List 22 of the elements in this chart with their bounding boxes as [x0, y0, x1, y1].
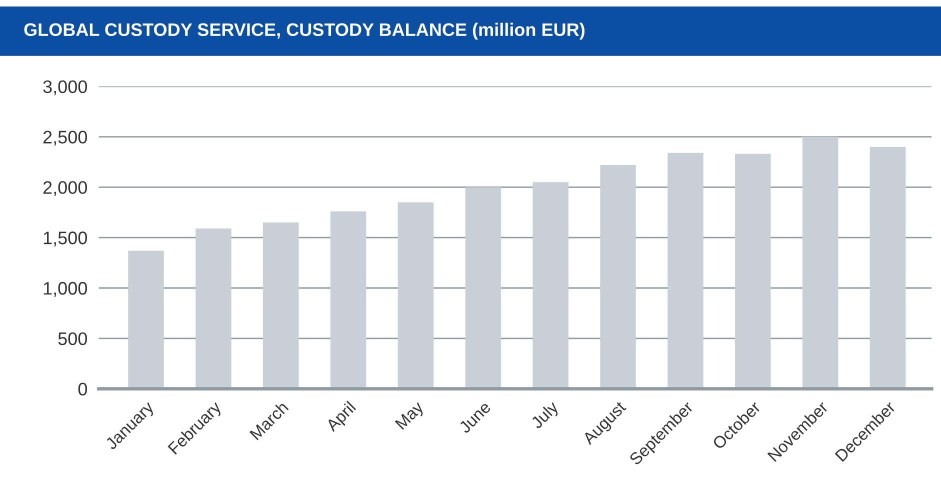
bar [398, 202, 434, 389]
bar [128, 250, 164, 389]
y-tick-label: 1,000 [44, 282, 87, 297]
y-tick-label: 2,000 [43, 181, 87, 196]
x-tick-label: May [394, 400, 427, 432]
y-tick-label: 1,500 [44, 232, 87, 246]
bar [802, 136, 838, 389]
chart-title: GLOBAL CUSTODY SERVICE, CUSTODY BALANCE (million EUR) [24, 22, 584, 40]
bar [532, 182, 568, 389]
bar [196, 228, 232, 389]
bar [263, 222, 299, 389]
y-tick-label: 500 [58, 332, 87, 346]
bar [668, 152, 704, 389]
bar [600, 165, 636, 389]
bar [330, 211, 366, 389]
y-tick-label: 0 [78, 382, 87, 396]
y-tick-label: 3,000 [43, 80, 87, 96]
bar [465, 187, 502, 389]
bar [735, 154, 771, 389]
bar [870, 146, 906, 389]
y-tick-label: 2,500 [43, 130, 87, 146]
x-tick-label: July [530, 400, 562, 432]
